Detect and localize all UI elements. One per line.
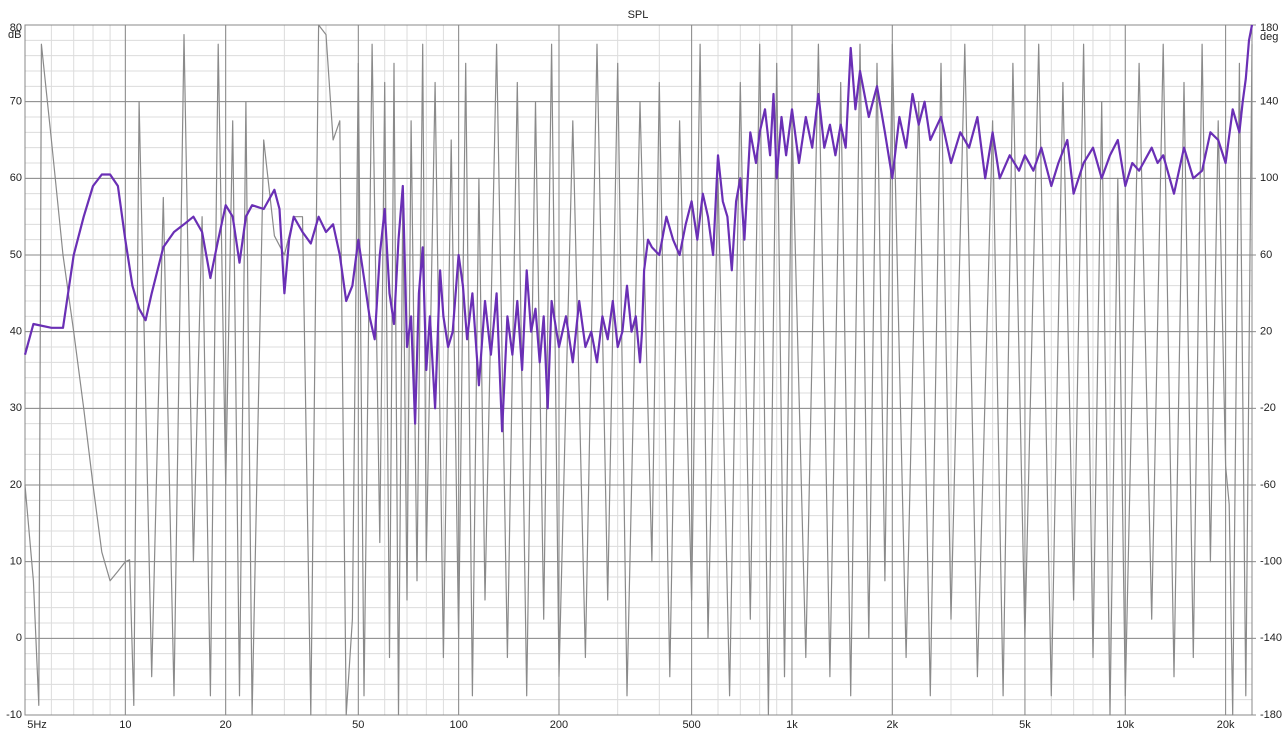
y-tick-label: -10 (6, 709, 22, 721)
y-tick-label: 60 (10, 172, 22, 184)
y2-tick-label: 100 (1260, 172, 1278, 184)
y2-tick-label: 140 (1260, 96, 1278, 108)
y-tick-label: 10 (10, 556, 22, 568)
chart-title: SPL (628, 9, 649, 21)
y-tick-label: 80 (10, 22, 22, 34)
y2-tick-label: 60 (1260, 249, 1272, 261)
y-tick-label: 30 (10, 402, 22, 414)
y-tick-label: 40 (10, 326, 22, 338)
y2-tick-label: 20 (1260, 326, 1272, 338)
y2-tick-label: -100 (1260, 556, 1282, 568)
y2-tick-label: -20 (1260, 402, 1276, 414)
y2-tick-label: 180 (1260, 22, 1278, 34)
x-tick-label: 50 (352, 719, 364, 731)
x-tick-label: 5k (1019, 719, 1031, 731)
y-tick-label: 50 (10, 249, 22, 261)
x-tick-label: 10 (119, 719, 131, 731)
series-line (24, 24, 1253, 716)
x-tick-label: 2k (886, 719, 898, 731)
x-tick-label: 1k (786, 719, 798, 731)
x-tick-label: 100 (449, 719, 467, 731)
x-tick-label: 500 (682, 719, 700, 731)
x-tick-label: 20k (1217, 719, 1235, 731)
y-tick-label: 0 (16, 632, 22, 644)
plot-frame (24, 24, 1253, 716)
y-tick-label: 20 (10, 479, 22, 491)
series-line (23, 24, 1254, 433)
y2-tick-label: -60 (1260, 479, 1276, 491)
x-tick-label: 10k (1116, 719, 1134, 731)
x-tick-label: 5Hz (27, 719, 47, 731)
x-tick-label: 200 (550, 719, 568, 731)
y2-tick-label: -180 (1260, 709, 1282, 721)
y-tick-label: 70 (10, 96, 22, 108)
y-axis-label: dB (8, 29, 21, 41)
y2-tick-label: -140 (1260, 632, 1282, 644)
y2-axis-label: deg (1260, 31, 1278, 43)
x-tick-label: 20 (220, 719, 232, 731)
